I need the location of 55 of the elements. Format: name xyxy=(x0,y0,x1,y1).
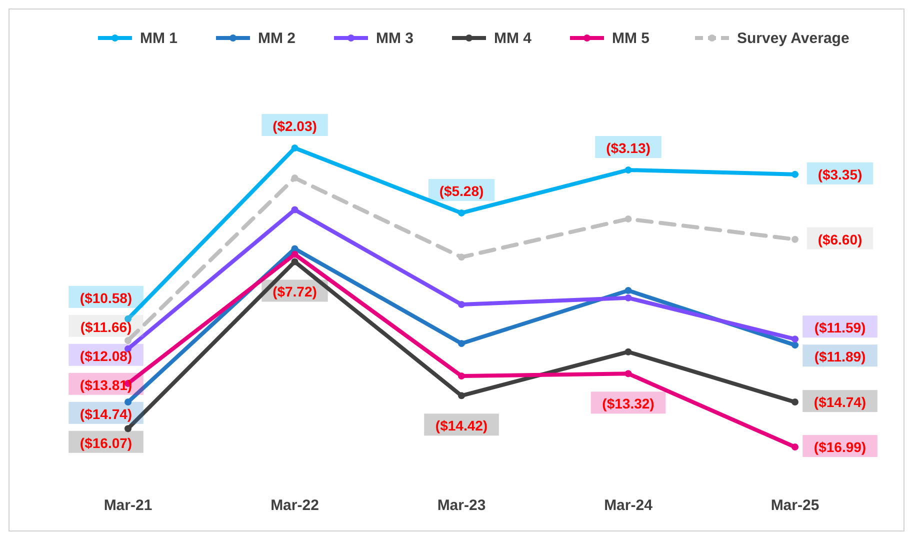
point xyxy=(458,392,465,400)
point xyxy=(458,372,465,380)
data-label: ($12.08) xyxy=(80,348,132,364)
point xyxy=(792,236,798,243)
point xyxy=(124,336,132,344)
x-tick-label: Mar-25 xyxy=(770,497,820,514)
point xyxy=(291,250,298,258)
point xyxy=(624,287,632,294)
point xyxy=(624,348,632,356)
data-label: ($14.74) xyxy=(80,406,132,422)
point xyxy=(624,166,632,174)
data-label: ($13.81) xyxy=(80,376,132,393)
legend-label: MM 4 xyxy=(494,30,532,47)
legend-label: MM 2 xyxy=(258,30,296,47)
data-label: ($11.59) xyxy=(814,320,866,336)
point xyxy=(624,215,632,222)
point xyxy=(792,336,798,343)
point xyxy=(124,425,132,432)
point xyxy=(792,170,798,178)
legend-label: Survey Average xyxy=(737,30,850,47)
data-label: ($3.35) xyxy=(818,166,862,182)
point xyxy=(291,144,298,152)
legend-label: MM 3 xyxy=(376,30,414,47)
data-label: ($5.28) xyxy=(439,182,484,199)
point xyxy=(792,444,798,450)
data-label: ($14.42) xyxy=(435,418,488,434)
legend-label: MM 5 xyxy=(612,30,650,47)
x-tick-label: Mar-24 xyxy=(604,497,654,514)
point xyxy=(458,340,465,347)
x-tick-label: Mar-22 xyxy=(270,497,319,514)
legend-label: MM 1 xyxy=(140,30,178,47)
data-label: ($2.03) xyxy=(272,118,317,134)
point xyxy=(458,209,465,216)
point xyxy=(291,258,298,266)
point xyxy=(291,174,298,182)
point xyxy=(124,398,132,406)
data-label: ($14.74) xyxy=(814,394,866,410)
point xyxy=(291,206,298,214)
point xyxy=(792,342,798,349)
point xyxy=(624,370,632,378)
x-tick-label: Mar-23 xyxy=(437,497,486,514)
data-label: ($3.13) xyxy=(606,140,650,156)
data-label: ($16.99) xyxy=(814,439,866,455)
data-label: ($11.66) xyxy=(80,318,132,335)
data-label: ($6.60) xyxy=(818,231,862,248)
data-label: ($16.07) xyxy=(80,434,132,451)
data-label: ($10.58) xyxy=(80,290,132,306)
x-tick-label: Mar-21 xyxy=(104,497,152,514)
point xyxy=(624,294,632,302)
point xyxy=(458,254,465,261)
point xyxy=(792,398,798,406)
data-label: ($7.72) xyxy=(272,284,317,300)
point xyxy=(458,300,465,308)
data-label: ($13.32) xyxy=(602,396,654,412)
data-label: ($11.89) xyxy=(814,348,866,365)
